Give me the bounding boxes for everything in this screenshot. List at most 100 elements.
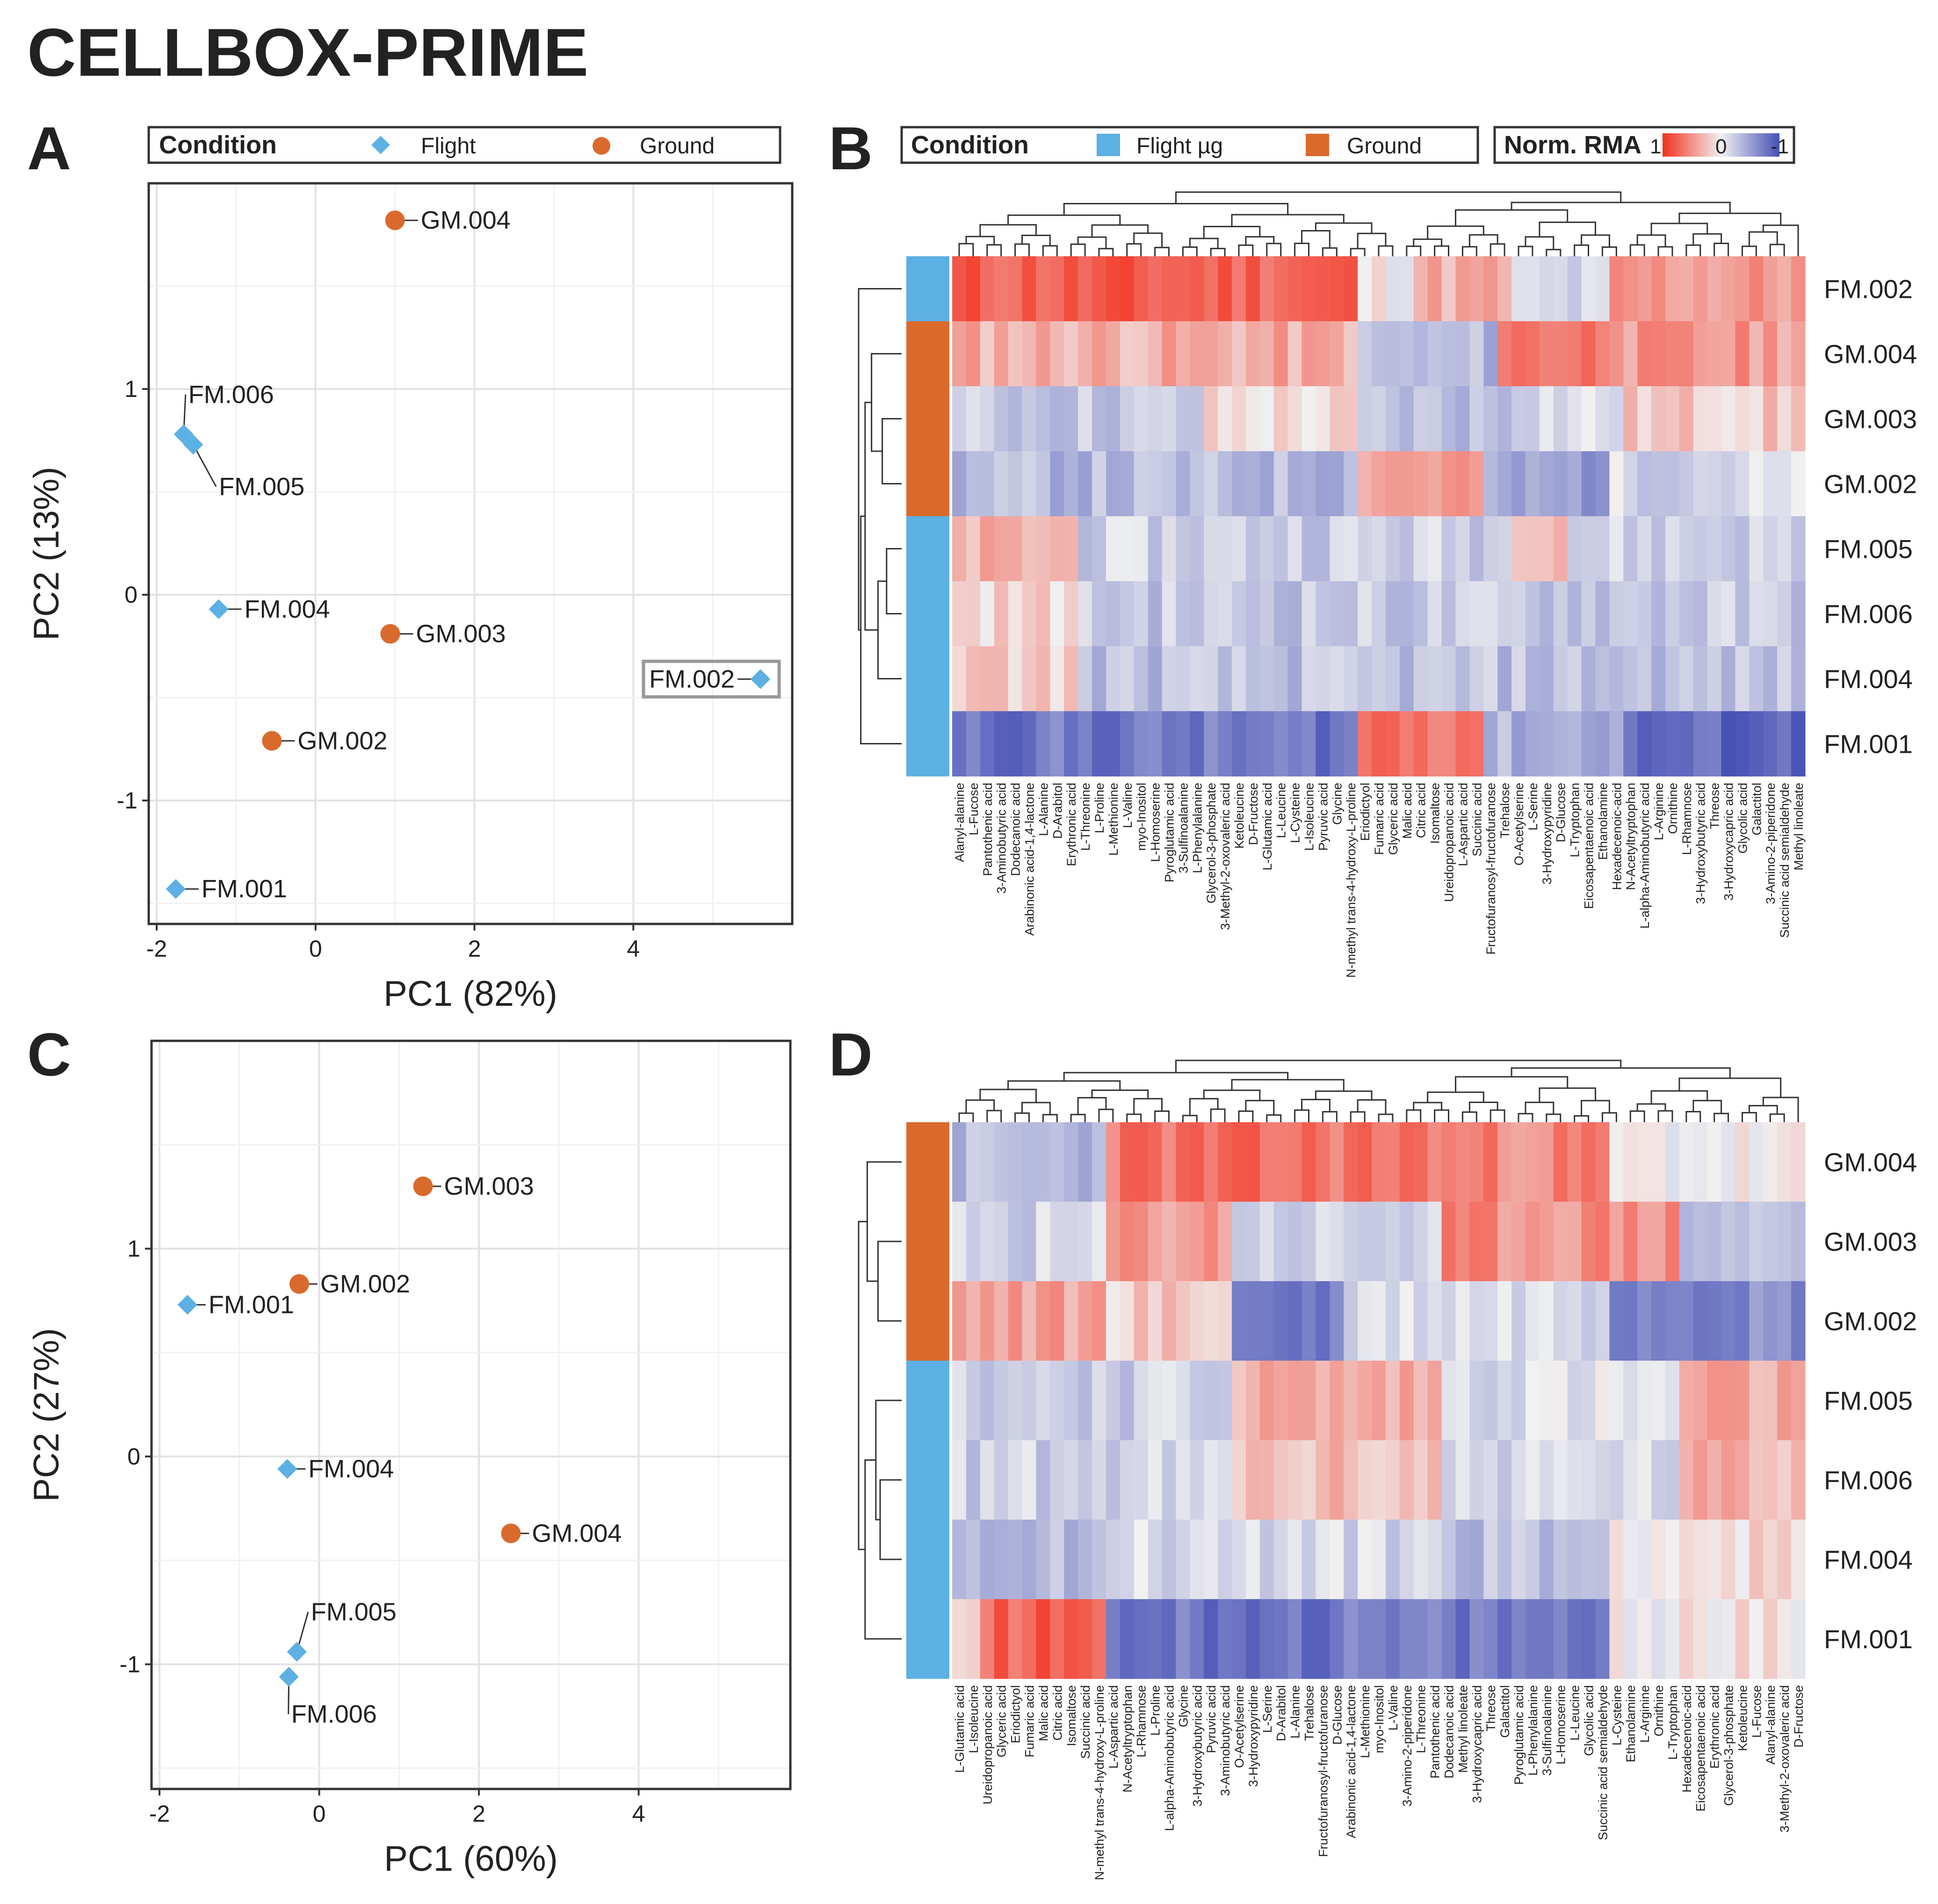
heatmap-cell: [1008, 256, 1023, 322]
heatmap-cell: [1008, 1122, 1023, 1202]
column-dendrogram-branch: [1525, 236, 1555, 250]
row-condition-cell: [906, 386, 949, 452]
heatmap-cell: [1497, 711, 1512, 777]
heatmap-cell: [1092, 1361, 1106, 1441]
heatmap-cell: [1106, 1361, 1121, 1441]
heatmap-cell: [1008, 386, 1023, 452]
heatmap-cell: [1721, 1202, 1736, 1282]
heatmap-cell: [1316, 386, 1330, 452]
heatmap-cell: [1413, 1440, 1428, 1520]
heatmap-cell: [1316, 451, 1330, 517]
heatmap-column-label: 3-Amino-2-piperidone: [1764, 783, 1778, 904]
heatmap-cell: [1665, 256, 1680, 322]
heatmap-column-label: Galactitol: [1750, 783, 1764, 836]
heatmap-row-label: FM.006: [1824, 599, 1913, 629]
heatmap-cell: [1651, 1520, 1666, 1600]
heatmap-column-label: Fructofuranosyl-fructofuranose: [1484, 783, 1498, 955]
heatmap-cell: [1372, 1202, 1386, 1282]
heatmap-cell: [1679, 1122, 1694, 1202]
row-condition-cell: [906, 646, 949, 712]
heatmap-cell: [1651, 451, 1666, 517]
heatmap-cell: [1707, 1440, 1722, 1520]
heatmap-cell: [1287, 386, 1302, 452]
heatmap-cell: [1302, 451, 1316, 517]
heatmap-cell: [1218, 1520, 1232, 1600]
heatmap-cell: [1609, 1440, 1624, 1520]
heatmap-cell: [1427, 516, 1442, 582]
heatmap-cell: [1693, 1281, 1708, 1361]
heatmap-cell: [1358, 1361, 1372, 1441]
heatmap-column-label: Glycine: [1176, 1685, 1190, 1727]
heatmap-column-label: Ureidopropanoic acid: [1442, 783, 1456, 902]
heatmap-cell: [1008, 1361, 1023, 1441]
heatmap-cell: [1427, 1599, 1442, 1679]
heatmap-cell: [952, 646, 967, 712]
heatmap-cell: [1036, 1122, 1050, 1202]
heatmap-cell: [1791, 1599, 1806, 1679]
heatmap-column-label: L-Phenylalanine: [1190, 783, 1204, 873]
heatmap-cell: [1679, 581, 1694, 647]
heatmap-cell: [1273, 1361, 1288, 1441]
heatmap-cell: [1399, 451, 1414, 517]
heatmap-cell: [1287, 1361, 1302, 1441]
heatmap-cell: [1148, 646, 1163, 712]
heatmap-column-label: Ketoleucine: [1736, 1685, 1750, 1751]
column-dendrogram-branch: [1769, 1113, 1785, 1122]
column-dendrogram-branch: [1182, 246, 1198, 256]
heatmap-cell: [1218, 451, 1232, 517]
heatmap-cell: [1190, 711, 1204, 777]
column-dendrogram-branch: [1203, 1089, 1261, 1101]
heatmap-cell: [1259, 1281, 1274, 1361]
heatmap-cell: [966, 321, 981, 387]
heatmap-cell: [1441, 1361, 1456, 1441]
heatmap-cell: [1245, 451, 1260, 517]
heatmap-cell: [1483, 581, 1498, 647]
heatmap-cell: [1204, 1440, 1218, 1520]
heatmap-cell: [1525, 1202, 1540, 1282]
heatmap-cell: [1441, 1440, 1456, 1520]
heatmap-cell: [1316, 1599, 1330, 1679]
x-tick-label: 4: [627, 936, 640, 962]
heatmap-cell: [1721, 256, 1736, 322]
heatmap-column-label: L-Alanine: [1036, 783, 1050, 836]
heatmap-cell: [1665, 1361, 1680, 1441]
heatmap-cell: [1539, 711, 1554, 777]
column-dendrogram-branch: [1301, 1099, 1331, 1112]
heatmap-cell: [1721, 451, 1736, 517]
heatmap-column-label: 3-Hydroxycapric acid: [1722, 783, 1736, 901]
heatmap-cell: [1245, 1440, 1260, 1520]
heatmap-cell: [1581, 1361, 1596, 1441]
heatmap-cell: [1749, 1520, 1764, 1600]
heatmap-cell: [1665, 386, 1680, 452]
heatmap-cell: [1036, 516, 1050, 582]
heatmap-cell: [1372, 451, 1386, 517]
column-dendrogram-branch: [1378, 1113, 1394, 1122]
column-dendrogram-branch: [1294, 243, 1309, 256]
row-condition-cell: [906, 1122, 949, 1202]
heatmap-cell: [1623, 646, 1638, 712]
heatmap-cell: [1651, 516, 1666, 582]
heatmap-row-label: GM.002: [1824, 1306, 1917, 1336]
heatmap-column-label: L-Homoserine: [1554, 1685, 1568, 1765]
heatmap-cell: [1651, 581, 1666, 647]
heatmap-column-label: L-Tryptophan: [1568, 783, 1582, 858]
heatmap-cell: [1651, 1440, 1666, 1520]
heatmap-cell: [1399, 256, 1414, 322]
heatmap-cell: [1763, 1520, 1778, 1600]
heatmap-cell: [980, 581, 995, 647]
heatmap-cell: [1511, 1599, 1526, 1679]
heatmap-cell: [1372, 256, 1386, 322]
heatmap-cell: [1791, 581, 1806, 647]
heatmap-cell: [1483, 1361, 1498, 1441]
heatmap-cell: [1344, 321, 1358, 387]
heatmap-cell: [1497, 386, 1512, 452]
heatmap-cell: [1106, 711, 1121, 777]
heatmap-cell: [1245, 386, 1260, 452]
heatmap-cell: [1162, 1520, 1177, 1600]
heatmap-cell: [1609, 1202, 1624, 1282]
heatmap-cell: [1763, 386, 1778, 452]
y-tick-label: 0: [127, 1443, 140, 1470]
heatmap-column-label: Glycerol-3-phosphate: [1722, 1685, 1736, 1806]
heatmap-row-label: FM.004: [1824, 664, 1913, 694]
heatmap-cell: [1455, 516, 1470, 582]
